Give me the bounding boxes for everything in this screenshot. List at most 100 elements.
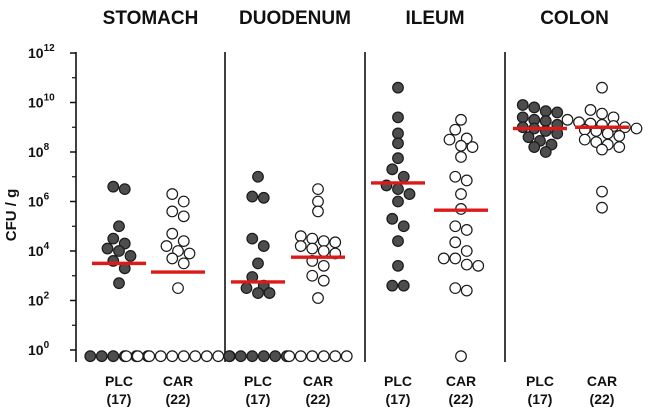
group-n-label: (22): [166, 391, 191, 407]
data-point: [539, 115, 552, 127]
data-point: [294, 230, 307, 243]
data-point: [522, 131, 535, 144]
data-point: [113, 245, 125, 257]
data-point: [312, 205, 324, 218]
data-point: [200, 350, 213, 363]
y-tick-label: 102: [28, 291, 50, 309]
data-point: [252, 257, 264, 270]
data-point: [449, 123, 462, 136]
data-point: [317, 245, 330, 257]
data-point: [437, 252, 450, 265]
data-point: [223, 350, 236, 363]
data-point: [460, 245, 473, 257]
data-point: [317, 259, 330, 272]
data-point: [312, 183, 324, 196]
data-point: [613, 130, 626, 142]
data-point: [131, 350, 144, 363]
data-point: [455, 350, 467, 363]
group-n-label: (17): [528, 391, 553, 407]
data-point: [386, 279, 399, 292]
data-point: [397, 220, 410, 233]
data-point: [118, 183, 131, 196]
data-point: [166, 205, 179, 218]
group-label: CAR: [163, 373, 193, 389]
group-n-label: (17): [107, 391, 132, 407]
data-point: [257, 191, 270, 204]
data-point: [143, 350, 156, 363]
group-n-label: (17): [386, 391, 411, 407]
group-label: CAR: [446, 373, 476, 389]
data-point: [443, 133, 456, 146]
data-point: [166, 227, 179, 240]
panel-title: DUODENUM: [239, 8, 351, 29]
data-point: [386, 163, 399, 176]
data-point: [107, 350, 120, 363]
group-label: CAR: [587, 373, 617, 389]
data-point: [294, 350, 307, 363]
data-point: [455, 113, 467, 126]
data-point: [392, 183, 404, 196]
data-point: [516, 99, 529, 111]
data-point: [455, 151, 467, 163]
data-point: [177, 210, 190, 223]
data-point: [189, 350, 202, 363]
data-point: [154, 350, 167, 363]
data-point: [539, 105, 552, 118]
data-point: [561, 113, 574, 126]
data-point: [257, 240, 270, 252]
data-point: [578, 133, 591, 146]
data-point: [95, 350, 108, 363]
chart-frame: [75, 52, 506, 362]
group-car: CAR (22): [434, 113, 488, 407]
y-tick-label: 1012: [28, 43, 55, 61]
data-point: [177, 235, 190, 248]
data-point: [466, 141, 479, 153]
data-point: [177, 257, 190, 270]
data-point: [392, 81, 404, 94]
data-point: [252, 170, 264, 183]
group-n-label: (22): [449, 391, 474, 407]
data-point: [246, 190, 259, 203]
group-n-label: (17): [246, 391, 271, 407]
group-car: CAR (22): [561, 81, 643, 407]
data-point: [101, 242, 114, 255]
data-point: [397, 170, 410, 183]
panel-duodenum: DUODENUM PLC (17) CAR (22): [223, 8, 353, 407]
data-point: [212, 350, 225, 363]
data-point: [306, 242, 319, 255]
group-car: CAR (22): [283, 183, 353, 407]
data-point: [124, 250, 137, 262]
data-point: [234, 350, 247, 363]
data-point: [551, 106, 564, 119]
data-point: [601, 127, 614, 140]
data-point: [460, 224, 473, 236]
panel-title: COLON: [540, 8, 609, 29]
data-point: [449, 236, 462, 249]
data-point: [317, 350, 330, 363]
data-point: [596, 143, 608, 156]
data-point: [397, 279, 410, 292]
data-point: [596, 185, 608, 198]
data-point: [312, 195, 324, 208]
data-point: [306, 269, 319, 282]
data-point: [240, 282, 253, 295]
data-point: [306, 350, 319, 363]
group-plc: PLC (17): [371, 81, 425, 407]
group-n-label: (22): [306, 391, 331, 407]
data-point: [516, 111, 529, 124]
group-plc: PLC (17): [84, 180, 154, 407]
data-point: [528, 101, 541, 114]
panel-stomach: STOMACH PLC (17) CAR (22): [84, 8, 236, 407]
data-point: [246, 232, 259, 245]
panels: STOMACH PLC (17) CAR (22) DUODENUM PLC (17) CAR (…: [84, 8, 643, 407]
data-point: [455, 139, 467, 152]
data-point: [120, 350, 133, 363]
data-point: [392, 127, 404, 140]
y-axis-label: CFU / g: [3, 189, 20, 242]
group-plc: PLC (17): [513, 99, 567, 407]
data-point: [183, 247, 196, 260]
group-label: CAR: [303, 373, 333, 389]
data-point: [246, 350, 259, 363]
data-point: [107, 180, 120, 193]
